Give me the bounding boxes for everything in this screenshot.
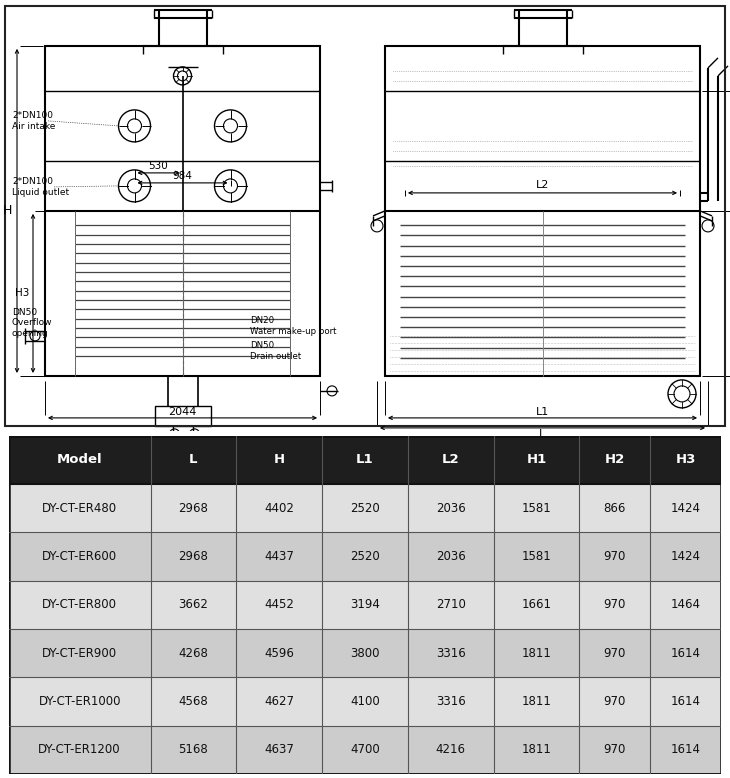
Text: DY-CT-ER1200: DY-CT-ER1200	[38, 744, 121, 756]
Text: 1614: 1614	[671, 647, 701, 660]
Bar	[9, 580, 721, 629]
Text: H: H	[3, 205, 12, 217]
Text: 2*DN100
Liquid outlet: 2*DN100 Liquid outlet	[12, 177, 69, 197]
Text: 2520: 2520	[350, 502, 380, 515]
Text: 4402: 4402	[264, 502, 294, 515]
Text: 1424: 1424	[671, 502, 701, 515]
Text: 1581: 1581	[522, 550, 551, 563]
Text: DN50
Overflow
opening: DN50 Overflow opening	[12, 308, 53, 338]
Text: 1811: 1811	[522, 647, 552, 660]
Text: 2044: 2044	[169, 407, 196, 417]
Text: DY-CT-ER800: DY-CT-ER800	[42, 598, 117, 612]
Text: DN20
Water make-up port: DN20 Water make-up port	[250, 316, 337, 335]
Text: 4100: 4100	[350, 695, 380, 708]
Bar	[45, 46, 320, 376]
Text: 4700: 4700	[350, 744, 380, 756]
Text: 970: 970	[604, 550, 626, 563]
Text: 4452: 4452	[264, 598, 294, 612]
Text: 4596: 4596	[264, 647, 294, 660]
Text: H3: H3	[676, 454, 696, 466]
Text: H2: H2	[604, 454, 625, 466]
Bar	[9, 629, 721, 678]
Text: 530: 530	[149, 161, 169, 171]
Text: 1464: 1464	[671, 598, 701, 612]
Text: DY-CT-ER1000: DY-CT-ER1000	[39, 695, 121, 708]
Text: DY-CT-ER900: DY-CT-ER900	[42, 647, 118, 660]
Bar	[9, 436, 721, 484]
Text: 2968: 2968	[178, 502, 208, 515]
Text: 2*DN100
Air intake: 2*DN100 Air intake	[12, 111, 55, 131]
Text: 3316: 3316	[436, 647, 466, 660]
Text: 1811: 1811	[522, 744, 552, 756]
Text: 5168: 5168	[179, 744, 208, 756]
Text: DY-CT-ER600: DY-CT-ER600	[42, 550, 118, 563]
Text: 1581: 1581	[522, 502, 551, 515]
Text: H1: H1	[526, 454, 547, 466]
Text: 866: 866	[604, 502, 626, 515]
Text: 1614: 1614	[671, 695, 701, 708]
Bar	[9, 532, 721, 580]
Text: 1811: 1811	[522, 695, 552, 708]
Bar	[9, 484, 721, 532]
Text: 4568: 4568	[179, 695, 208, 708]
Text: 4627: 4627	[264, 695, 294, 708]
Text: 4268: 4268	[178, 647, 208, 660]
Text: 1424: 1424	[671, 550, 701, 563]
Text: L1: L1	[536, 407, 549, 417]
Text: 970: 970	[604, 744, 626, 756]
Text: 4637: 4637	[264, 744, 294, 756]
Text: DN50
Drain outlet: DN50 Drain outlet	[250, 342, 301, 360]
Text: L: L	[189, 454, 198, 466]
Text: 970: 970	[604, 695, 626, 708]
Bar	[385, 46, 700, 376]
Text: DY-CT-ER480: DY-CT-ER480	[42, 502, 118, 515]
Text: 3800: 3800	[350, 647, 380, 660]
Text: 4216: 4216	[436, 744, 466, 756]
Text: 3316: 3316	[436, 695, 466, 708]
Bar	[9, 678, 721, 726]
Text: 3662: 3662	[178, 598, 208, 612]
Text: 3194: 3194	[350, 598, 380, 612]
Bar	[155, 406, 210, 426]
Text: 1661: 1661	[522, 598, 552, 612]
Text: H3: H3	[15, 289, 29, 299]
Text: 1614: 1614	[671, 744, 701, 756]
Text: 2036: 2036	[436, 502, 466, 515]
Text: 2710: 2710	[436, 598, 466, 612]
Text: 2520: 2520	[350, 550, 380, 563]
Text: 2036: 2036	[436, 550, 466, 563]
Text: 970: 970	[604, 598, 626, 612]
Text: 984: 984	[172, 171, 193, 181]
Bar	[9, 726, 721, 774]
Text: L2: L2	[536, 180, 549, 190]
Text: 2968: 2968	[178, 550, 208, 563]
Text: L1: L1	[356, 454, 374, 466]
Text: L: L	[539, 429, 545, 439]
Text: 970: 970	[604, 647, 626, 660]
Text: H: H	[274, 454, 285, 466]
Text: 4437: 4437	[264, 550, 294, 563]
Text: L2: L2	[442, 454, 460, 466]
Text: Model: Model	[57, 454, 102, 466]
